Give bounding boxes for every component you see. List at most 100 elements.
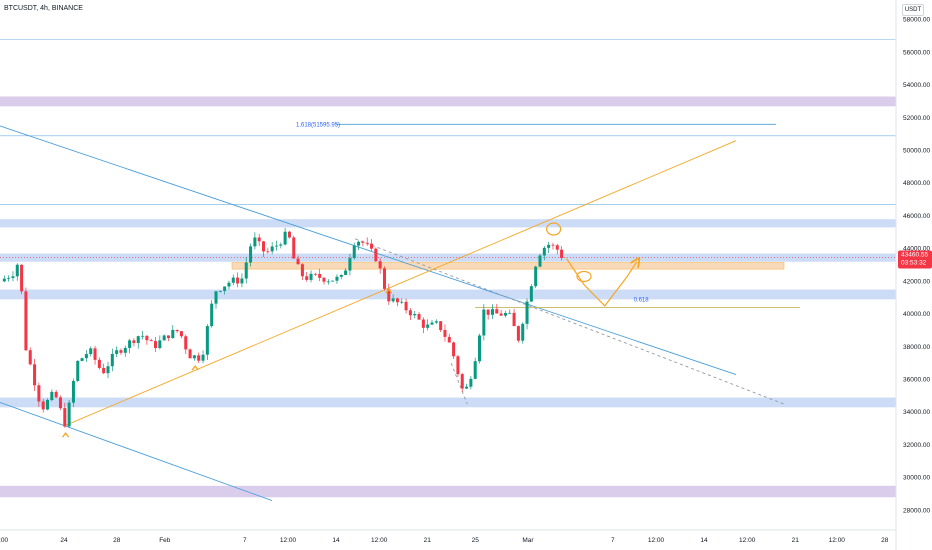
candle-body[interactable]: [201, 354, 205, 361]
candle-body[interactable]: [11, 276, 15, 278]
candle-body[interactable]: [262, 241, 266, 252]
zone-purple-0[interactable]: [0, 96, 896, 107]
candle-body[interactable]: [452, 342, 456, 357]
candle-body[interactable]: [154, 341, 158, 349]
candle-body[interactable]: [102, 367, 106, 374]
candle-body[interactable]: [395, 298, 399, 303]
candle-body[interactable]: [50, 391, 54, 400]
zone-blue-1[interactable]: [0, 219, 896, 228]
candle-body[interactable]: [210, 303, 214, 327]
candle-body[interactable]: [309, 273, 313, 280]
candle-body[interactable]: [534, 266, 538, 287]
candle-body[interactable]: [218, 290, 222, 292]
candle-body[interactable]: [361, 241, 365, 243]
candle-body[interactable]: [542, 247, 546, 256]
candle-body[interactable]: [46, 399, 50, 410]
candle-body[interactable]: [478, 335, 482, 362]
candle-body[interactable]: [249, 246, 253, 263]
trendline-blue-1[interactable]: [0, 401, 273, 501]
candle-body[interactable]: [292, 237, 296, 259]
candle-body[interactable]: [305, 276, 309, 280]
candle-body[interactable]: [270, 246, 274, 252]
candle-body[interactable]: [192, 355, 196, 359]
candle-body[interactable]: [2, 278, 6, 282]
candle-body[interactable]: [93, 348, 97, 360]
candle-body[interactable]: [257, 237, 261, 242]
candle-body[interactable]: [547, 244, 551, 248]
candle-body[interactable]: [184, 336, 188, 350]
candle-body[interactable]: [318, 273, 322, 278]
candle-body[interactable]: [499, 313, 503, 316]
currency-unit-badge[interactable]: USDT: [902, 4, 924, 16]
candle-body[interactable]: [378, 261, 382, 269]
candle-body[interactable]: [266, 251, 270, 253]
candle-body[interactable]: [188, 349, 192, 359]
candle-body[interactable]: [162, 335, 166, 341]
candle-body[interactable]: [166, 335, 170, 339]
candle-body[interactable]: [525, 301, 529, 324]
candle-body[interactable]: [175, 329, 179, 332]
candle-body[interactable]: [97, 359, 101, 368]
highlight-ellipse-top[interactable]: [545, 222, 562, 236]
candle-body[interactable]: [348, 258, 352, 271]
candle-body[interactable]: [352, 245, 356, 259]
candle-body[interactable]: [132, 340, 136, 344]
candle-body[interactable]: [76, 360, 80, 381]
candle-body[interactable]: [512, 312, 516, 327]
candle-body[interactable]: [413, 314, 417, 316]
candle-body[interactable]: [33, 364, 37, 386]
candle-body[interactable]: [555, 245, 559, 250]
candle-body[interactable]: [391, 298, 395, 302]
symbol-title[interactable]: BTCUSDT, 4h, BINANCE: [4, 5, 83, 12]
candle-body[interactable]: [253, 237, 257, 247]
candle-body[interactable]: [551, 244, 555, 246]
candle-body[interactable]: [331, 280, 335, 282]
candle-body[interactable]: [447, 336, 451, 343]
candle-body[interactable]: [300, 264, 304, 277]
candle-body[interactable]: [89, 348, 93, 355]
candle-body[interactable]: [287, 231, 291, 238]
candle-body[interactable]: [434, 321, 438, 323]
candle-body[interactable]: [516, 326, 520, 341]
candle-body[interactable]: [357, 241, 361, 246]
candle-body[interactable]: [24, 291, 28, 351]
zone-blue-5[interactable]: [0, 397, 896, 408]
candle-body[interactable]: [58, 397, 62, 409]
candle-body[interactable]: [136, 336, 140, 344]
candle-body[interactable]: [529, 286, 533, 302]
candle-body[interactable]: [560, 249, 564, 259]
candle-body[interactable]: [426, 324, 430, 328]
candle-body[interactable]: [296, 258, 300, 265]
candle-body[interactable]: [473, 361, 477, 379]
candle-body[interactable]: [465, 386, 469, 389]
candle-body[interactable]: [486, 309, 490, 315]
candle-body[interactable]: [179, 331, 183, 337]
candle-body[interactable]: [231, 277, 235, 283]
candle-body[interactable]: [149, 340, 153, 342]
candle-body[interactable]: [240, 278, 244, 284]
candle-body[interactable]: [80, 358, 84, 361]
candle-body[interactable]: [404, 301, 408, 311]
candle-body[interactable]: [456, 356, 460, 375]
candle-body[interactable]: [223, 286, 227, 291]
candle-body[interactable]: [283, 231, 287, 245]
trendline-gray-4[interactable]: [450, 362, 468, 405]
candle-body[interactable]: [15, 264, 19, 277]
candle-body[interactable]: [469, 378, 473, 387]
candle-body[interactable]: [460, 374, 464, 389]
candle-body[interactable]: [7, 277, 11, 279]
candle-body[interactable]: [421, 319, 425, 328]
candle-body[interactable]: [344, 270, 348, 275]
candle-body[interactable]: [141, 335, 145, 337]
trendline-orange-2[interactable]: [65, 140, 737, 426]
candle-body[interactable]: [382, 268, 386, 289]
candle-body[interactable]: [326, 281, 330, 283]
candle-body[interactable]: [197, 355, 201, 361]
candle-body[interactable]: [214, 291, 218, 304]
candle-body[interactable]: [521, 323, 525, 341]
candle-body[interactable]: [279, 244, 283, 246]
candle-body[interactable]: [37, 385, 41, 402]
candle-body[interactable]: [67, 402, 71, 427]
candle-body[interactable]: [119, 350, 123, 353]
candle-body[interactable]: [538, 255, 542, 267]
